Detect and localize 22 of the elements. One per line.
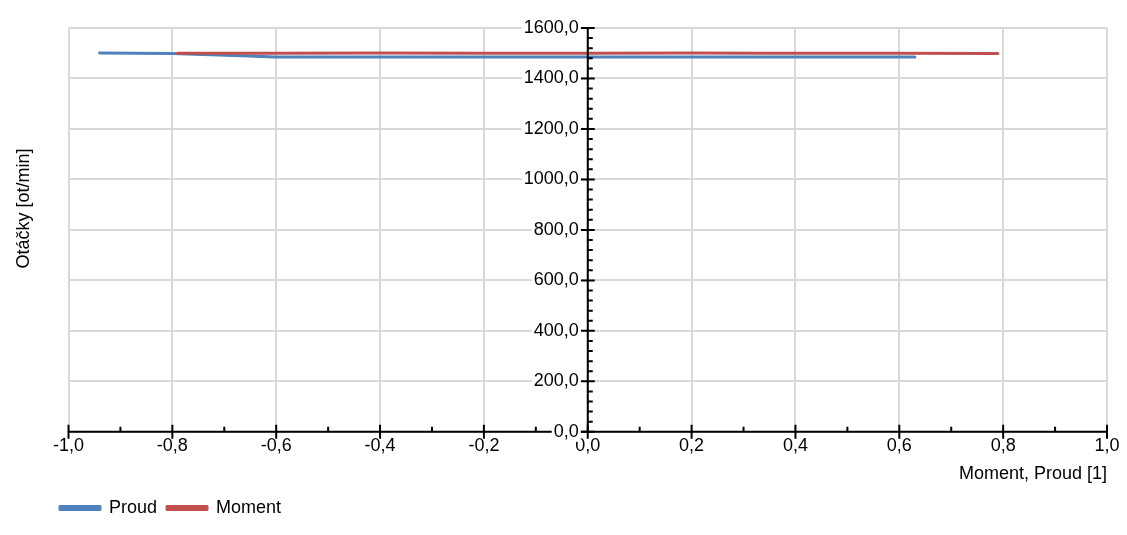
y-axis-title: Otáčky [ot/min] [12, 147, 34, 269]
x-tick-label: -1,0 [52, 434, 85, 455]
y-tick-label: 1600,0 [523, 16, 579, 37]
y-tick-label: 1400,0 [523, 67, 579, 88]
x-tick-label: 0,4 [782, 434, 808, 455]
legend-label: Moment [216, 496, 282, 517]
y-tick-label: 600,0 [533, 269, 579, 290]
y-tick-label: 200,0 [533, 370, 579, 391]
y-tick-label: 800,0 [533, 218, 579, 239]
x-tick-label: 0,2 [679, 434, 705, 455]
legend-label: Proud [109, 496, 158, 517]
y-tick-label: 1000,0 [523, 168, 579, 189]
x-tick-label: 1,0 [1094, 434, 1120, 455]
x-tick-label: 0,8 [990, 434, 1016, 455]
y-tick-label: 1200,0 [523, 117, 579, 138]
x-tick-label: 0,6 [886, 434, 912, 455]
x-tick-label: -0,8 [156, 434, 188, 455]
x-axis-title: Moment, Proud [1] [958, 463, 1107, 484]
x-tick-label: -0,6 [260, 434, 292, 455]
x-tick-label: -0,4 [364, 434, 396, 455]
x-tick-label: -0,2 [468, 434, 500, 455]
y-tick-label: 400,0 [533, 319, 579, 340]
